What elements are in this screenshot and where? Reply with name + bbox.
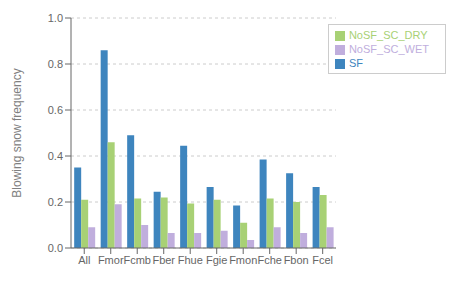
svg-text:Fmor: Fmor (98, 254, 124, 266)
svg-text:Fhue: Fhue (178, 254, 203, 266)
html-text:SF: SF (348, 57, 363, 69)
svg-text:0.2: 0.2 (48, 196, 63, 208)
svg-text:Fcmb: Fcmb (123, 254, 151, 266)
html-text:NoSF_SC_DRY: NoSF_SC_DRY (348, 29, 428, 41)
svg-text:Fmon: Fmon (229, 254, 257, 266)
svg-text:1.0: 1.0 (48, 12, 63, 24)
svg-text:Fgie: Fgie (206, 254, 227, 266)
html-text:NoSF_SC_WET: NoSF_SC_WET (348, 43, 429, 55)
svg-text:Fche: Fche (257, 254, 281, 266)
svg-text:0.6: 0.6 (48, 104, 63, 116)
svg-text:Fcel: Fcel (312, 254, 333, 266)
svg-text:0.8: 0.8 (48, 58, 63, 70)
svg-text:0.0: 0.0 (48, 242, 63, 254)
svg-text:Fbon: Fbon (284, 254, 309, 266)
svg-text:Fber: Fber (152, 254, 175, 266)
svg-text:Blowing snow frequency: Blowing snow frequency (10, 68, 24, 197)
svg-text:All: All (78, 254, 90, 266)
svg-text:0.4: 0.4 (48, 150, 63, 162)
